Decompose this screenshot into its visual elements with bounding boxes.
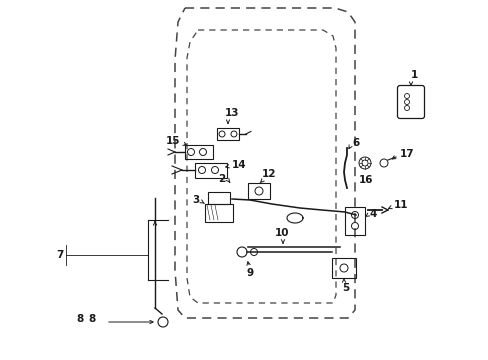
Bar — [247, 183, 269, 199]
Text: 8: 8 — [88, 314, 95, 324]
Text: 9: 9 — [246, 268, 253, 278]
Text: 12: 12 — [262, 169, 276, 179]
Bar — [184, 145, 213, 159]
Bar — [207, 192, 229, 204]
Text: 4: 4 — [369, 209, 377, 219]
Text: 14: 14 — [231, 160, 246, 170]
Text: 11: 11 — [393, 200, 407, 210]
Text: 7: 7 — [57, 250, 64, 260]
Text: 5: 5 — [342, 283, 349, 293]
Bar — [331, 258, 355, 278]
Text: 3: 3 — [192, 195, 200, 205]
Text: 2: 2 — [217, 174, 224, 184]
Bar — [217, 128, 239, 140]
Text: 15: 15 — [165, 136, 180, 146]
Text: 6: 6 — [351, 138, 359, 148]
Text: 13: 13 — [224, 108, 239, 118]
Bar — [204, 204, 232, 222]
Text: 8: 8 — [77, 314, 84, 324]
Bar — [195, 163, 226, 178]
Text: 16: 16 — [358, 175, 372, 185]
Text: 10: 10 — [274, 228, 289, 238]
Text: 1: 1 — [409, 70, 417, 80]
Text: 17: 17 — [399, 149, 414, 159]
Bar — [345, 207, 364, 235]
